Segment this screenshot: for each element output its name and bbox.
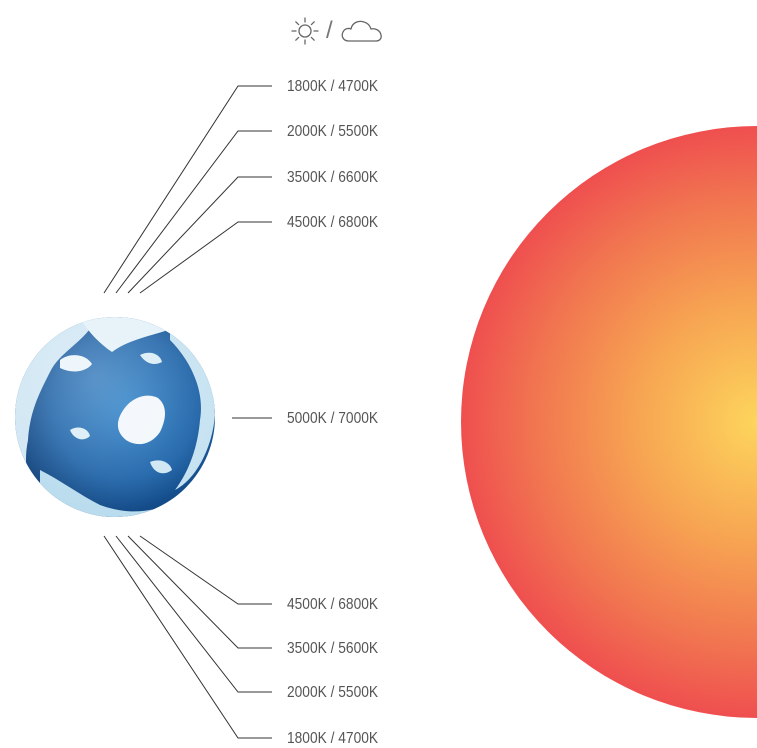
leader-line-top-4	[139, 221, 272, 294]
leader-line-bottom-4	[103, 535, 272, 739]
leader-lines-top	[103, 85, 272, 294]
sun-disc	[461, 126, 757, 718]
earth-globe	[15, 317, 215, 517]
leader-line-bottom-1	[139, 535, 272, 605]
leader-line-top-2	[115, 130, 272, 294]
leader-lines-bottom	[103, 535, 272, 739]
leader-line-bottom-2	[127, 535, 272, 649]
leader-line-top-3	[127, 176, 272, 294]
leader-line-bottom-3	[115, 535, 272, 693]
leader-line-top-1	[103, 85, 272, 294]
